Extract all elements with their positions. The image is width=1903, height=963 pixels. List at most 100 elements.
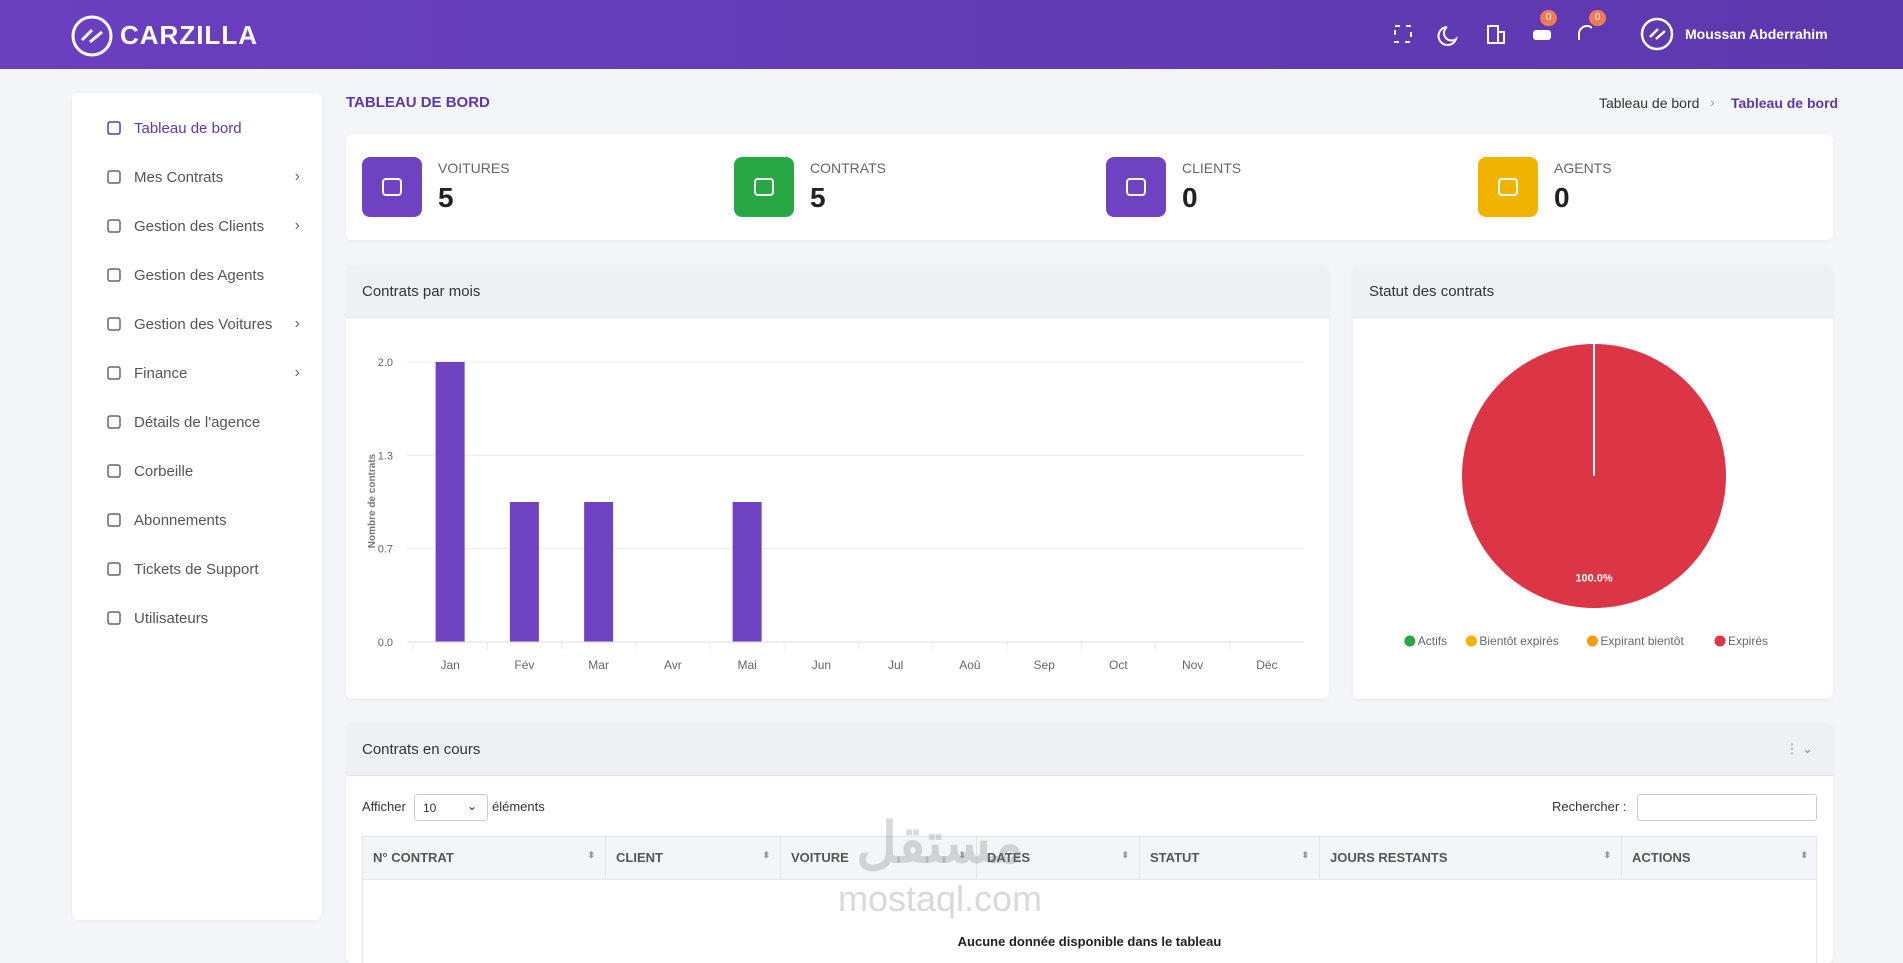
header: CARZILLA 0 0 Moussan Abderrahim [0,0,1903,69]
sidebar-item[interactable]: Corbeille [72,451,322,491]
sort-icon: ⬍ [958,850,966,860]
column-header[interactable]: N° CONTRAT ⬍ [363,837,605,879]
sidebar-icon [107,219,121,233]
x-tick-label: Avr [664,658,682,672]
icon-shape [107,464,121,478]
column-header[interactable]: STATUT ⬍ [1139,837,1319,879]
sort-icon: ⬍ [1121,850,1129,860]
column-header[interactable]: VOITURE ⬍ [780,837,976,879]
bar-chart: 0.0 0.7 1.3 2.0 Nombre de contrats Jan Fév Mar A… [367,357,1304,672]
legend-label: Bientôt expirés [1479,634,1558,648]
x-tick-label: Fév [514,658,534,672]
table-card: Contrats en cours ⋮ ⌄ Afficher 10 ⌄ éléme… [346,723,1833,963]
sidebar: Tableau de bord Mes Contrats › Gestion des … [72,93,322,920]
length-select[interactable]: 10 ⌄ [414,794,488,821]
sidebar-item[interactable]: Finance › [72,353,322,393]
column-label: DATES [987,850,1031,865]
stat-icon [1478,157,1538,217]
bar [509,502,539,642]
sidebar-label: Tableau de bord [134,119,242,137]
sidebar-item[interactable]: Gestion des Voitures › [72,304,322,344]
stat-icon [734,157,794,217]
search-label: Rechercher : [1552,799,1627,814]
table-body [362,880,1817,963]
breadcrumb-sep: › [1710,94,1715,110]
y-tick-label: 0.0 [378,637,393,649]
sidebar-label: Tickets de Support [134,560,259,578]
badge: 0 [1540,10,1557,26]
page-title: TABLEAU DE BORD [346,94,490,111]
sidebar-item[interactable]: Utilisateurs [72,598,322,638]
sidebar-item[interactable]: Gestion des Clients › [72,206,322,246]
sidebar-item[interactable]: Tickets de Support [72,549,322,589]
logo [71,15,113,57]
column-header[interactable]: JOURS RESTANTS ⬍ [1319,837,1621,879]
sidebar-icon [107,366,121,380]
icon-shape [1498,178,1518,196]
sidebar-label: Utilisateurs [134,609,209,627]
column-label: CLIENT [616,850,663,865]
chevron: › [294,364,300,381]
sidebar-label: Corbeille [134,462,194,480]
icon-shape [107,219,121,233]
column-header[interactable]: DATES ⬍ [976,837,1139,879]
sidebar-item[interactable]: Détails de l'agence [72,402,322,442]
sidebar-item[interactable]: Abonnements [72,500,322,540]
sidebar-icon [107,170,121,184]
x-tick-label: Oct [1109,658,1128,672]
sidebar-item[interactable]: Mes Contrats › [72,157,322,197]
chevron: ⌄ [466,799,477,813]
sidebar-icon [107,415,121,429]
icon-shape [754,178,774,196]
bar [732,502,762,642]
x-tick-label: Nov [1182,658,1203,672]
sort-icon: ⬍ [1800,850,1808,860]
breadcrumb[interactable]: Tableau de bord [1599,95,1700,111]
icon-shape [382,178,402,196]
card-tools[interactable]: ⋮ ⌄ [1785,741,1813,756]
column-label: ACTIONS [1632,850,1691,865]
card-title: Contrats en cours [346,723,1833,776]
sidebar-label: Gestion des Clients [134,217,265,235]
column-header[interactable]: CLIENT ⬍ [605,837,780,879]
length-label: éléments [492,799,545,814]
card-title: Statut des contrats [1353,265,1833,318]
icon-glyph [382,178,402,196]
legend-swatch [1586,635,1598,647]
icon-shape [107,268,121,282]
breadcrumb: Tableau de bord [1731,95,1839,111]
sidebar-icon [107,562,121,576]
icon-shape [1126,178,1146,196]
sidebar-label: Gestion des Agents [134,266,265,284]
value-label: 100.0% [1575,573,1613,585]
sidebar-label: Détails de l'agence [134,413,261,431]
legend-swatch [1465,635,1477,647]
legend-swatch [1404,635,1416,647]
column-label: N° CONTRAT [373,850,454,865]
stats-card: VOITURES 5 CONTRATS 5 CLIENTS 0 AGENTS 0 [346,134,1833,240]
legend-swatch [1714,635,1726,647]
sidebar-icon [107,317,121,331]
sidebar-icon [107,611,121,625]
stat-label: CLIENTS [1182,160,1242,176]
icon-shape [107,513,121,527]
stat-value: 0 [1554,182,1570,213]
column-header[interactable]: ACTIONS ⬍ [1621,837,1818,879]
sidebar-label: Gestion des Voitures [134,315,273,333]
table-header: N° CONTRAT ⬍ CLIENT ⬍ VOITURE ⬍ DATES ⬍ STATUT ⬍ J… [362,836,1817,880]
sidebar-item[interactable]: Tableau de bord [72,108,322,148]
icon-shape [107,366,121,380]
sidebar-item[interactable]: Gestion des Agents [72,255,322,295]
search-input[interactable] [1637,794,1817,821]
column-label: JOURS RESTANTS [1330,850,1448,865]
sidebar-label: Mes Contrats [134,168,224,186]
x-tick-label: Déc [1256,658,1277,672]
sidebar-label: Abonnements [134,511,227,529]
badge: 0 [1589,10,1606,26]
x-tick-label: Jan [440,658,459,672]
sort-icon: ⬍ [762,850,770,860]
icon-shape [107,170,121,184]
bar [435,362,465,642]
user-name[interactable]: Moussan Abderrahim [1685,26,1828,42]
icon-glyph [1498,178,1518,196]
